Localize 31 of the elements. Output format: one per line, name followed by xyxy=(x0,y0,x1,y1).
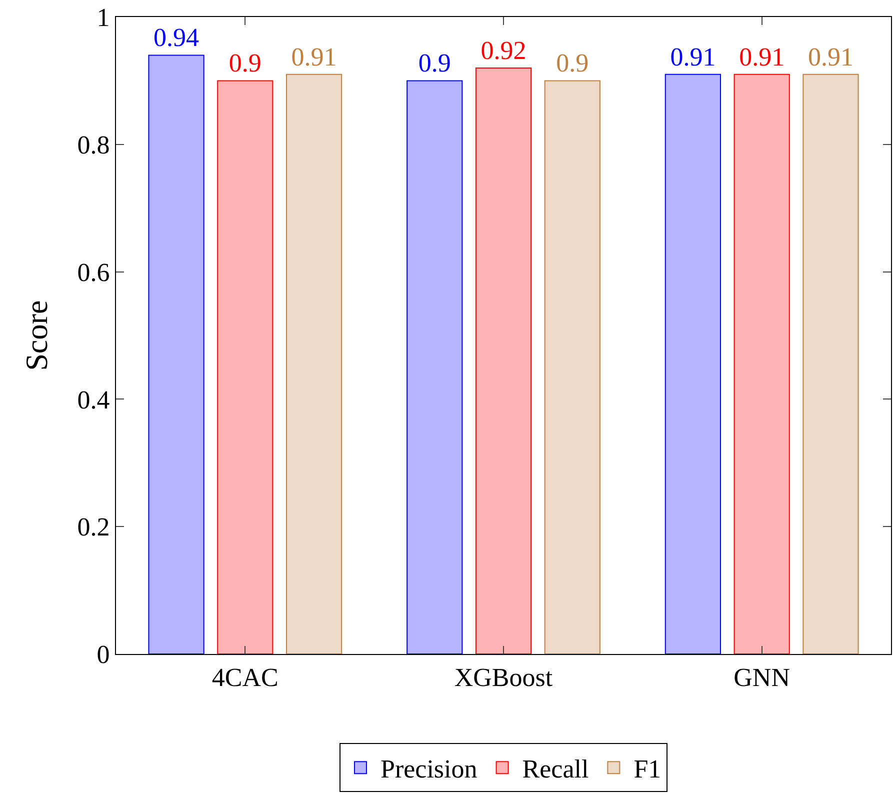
bar xyxy=(286,74,342,654)
bar xyxy=(734,74,790,654)
bar xyxy=(148,54,204,654)
data-label: 0.9 xyxy=(418,48,451,78)
bar xyxy=(664,74,721,654)
data-label: 0.94 xyxy=(154,23,200,52)
x-tick-label: 4CAC xyxy=(212,663,278,692)
y-axis-title: Score xyxy=(18,300,54,371)
data-label: 0.9 xyxy=(556,48,589,78)
y-tick-label: 0.6 xyxy=(77,258,110,287)
bar xyxy=(544,80,600,654)
data-label: 0.91 xyxy=(670,42,716,72)
y-tick-label: 1 xyxy=(96,3,110,32)
bar xyxy=(475,67,532,654)
legend-label: F1 xyxy=(634,754,662,784)
data-label: 0.91 xyxy=(291,42,337,72)
bar xyxy=(217,80,274,654)
bar xyxy=(406,80,463,654)
legend-label: Precision xyxy=(380,754,478,784)
data-label: 0.91 xyxy=(808,42,854,72)
y-tick-label: 0.8 xyxy=(77,130,110,160)
y-tick-label: 0 xyxy=(96,640,110,670)
y-tick-label: 0.2 xyxy=(77,512,110,542)
legend-label: Recall xyxy=(522,754,589,784)
data-label: 0.92 xyxy=(480,36,526,65)
x-tick-label: GNN xyxy=(734,663,790,692)
data-label: 0.91 xyxy=(739,42,785,72)
x-tick-label: XGBoost xyxy=(454,663,554,692)
y-tick-label: 0.4 xyxy=(77,385,110,414)
bar xyxy=(802,74,859,654)
data-label: 0.9 xyxy=(228,48,262,78)
